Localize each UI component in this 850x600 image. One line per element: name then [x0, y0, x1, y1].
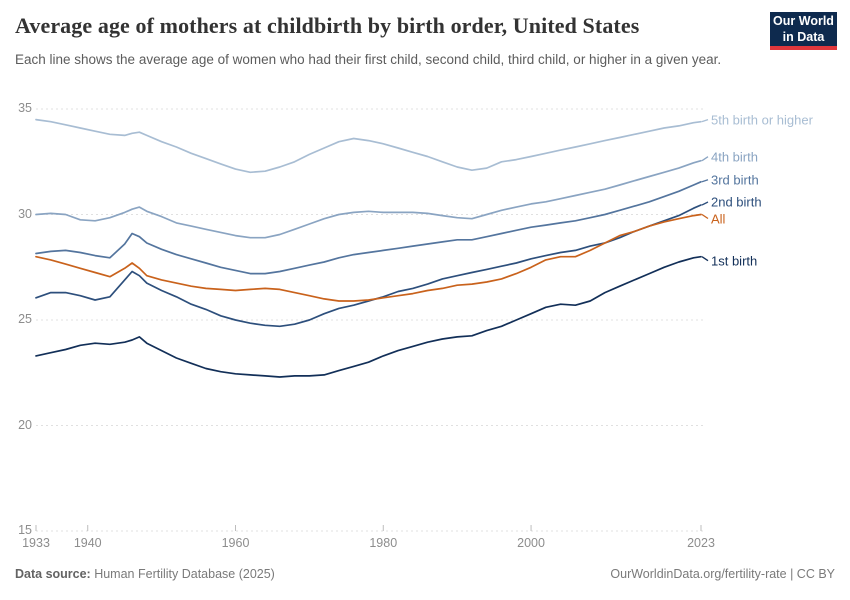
series-line-4th-birth[interactable] — [35, 159, 702, 239]
y-tick-label-20: 20 — [18, 417, 32, 432]
series-label-4th-birth[interactable]: 4th birth — [711, 149, 758, 165]
credit-link[interactable]: OurWorldinData.org/fertility-rate | CC B… — [610, 567, 835, 581]
data-source: Data source: Human Fertility Database (2… — [15, 567, 275, 581]
series-label-connector-2nd-birth — [701, 201, 709, 206]
series-label-connector-all — [701, 213, 709, 220]
y-tick-label-35: 35 — [18, 101, 32, 115]
series-line-3rd-birth[interactable] — [35, 180, 702, 275]
series-line-all[interactable] — [35, 213, 702, 302]
series-label-1st-birth[interactable]: 1st birth — [711, 253, 758, 269]
x-tick-label-1933: 1933 — [22, 536, 50, 550]
series-label-all[interactable]: All — [711, 211, 726, 226]
series-label-connector-1st-birth — [701, 256, 709, 262]
x-tick-label-1940: 1940 — [73, 536, 102, 550]
chart-title: Average age of mothers at childbirth by … — [15, 13, 640, 38]
series-label-connector-4th-birth — [701, 156, 709, 162]
owid-logo: Our World in Data — [770, 12, 837, 50]
y-tick-label-25: 25 — [18, 312, 32, 326]
series-line-1st-birth[interactable] — [35, 255, 702, 378]
series-label-3rd-birth[interactable]: 3rd birth — [711, 172, 759, 188]
series-line-5th-birth-or-higher[interactable] — [35, 118, 702, 174]
data-source-label: Data source: — [15, 567, 91, 581]
series-line-2nd-birth[interactable] — [35, 204, 702, 328]
x-tick-label-2000: 2000 — [517, 536, 545, 550]
owid-logo-line2: in Data — [782, 29, 825, 44]
y-tick-label-30: 30 — [18, 206, 32, 221]
series-label-connector-3rd-birth — [701, 179, 709, 183]
x-tick-label-1980: 1980 — [369, 536, 398, 550]
x-tick-label-1960: 1960 — [221, 536, 250, 550]
series-label-5th-birth-or-higher[interactable]: 5th birth or higher — [711, 112, 813, 128]
y-tick-label-15: 15 — [18, 523, 32, 537]
data-source-value: Human Fertility Database (2025) — [90, 567, 275, 581]
chart-subtitle: Each line shows the average age of women… — [15, 52, 722, 67]
series-label-connector-5th-birth-or-higher — [701, 119, 709, 123]
series-label-2nd-birth[interactable]: 2nd birth — [711, 194, 762, 210]
chart-footer: Data source: Human Fertility Database (2… — [15, 567, 835, 581]
x-tick-label-2023: 2023 — [687, 536, 715, 550]
owid-logo-line1: Our World — [773, 14, 834, 28]
